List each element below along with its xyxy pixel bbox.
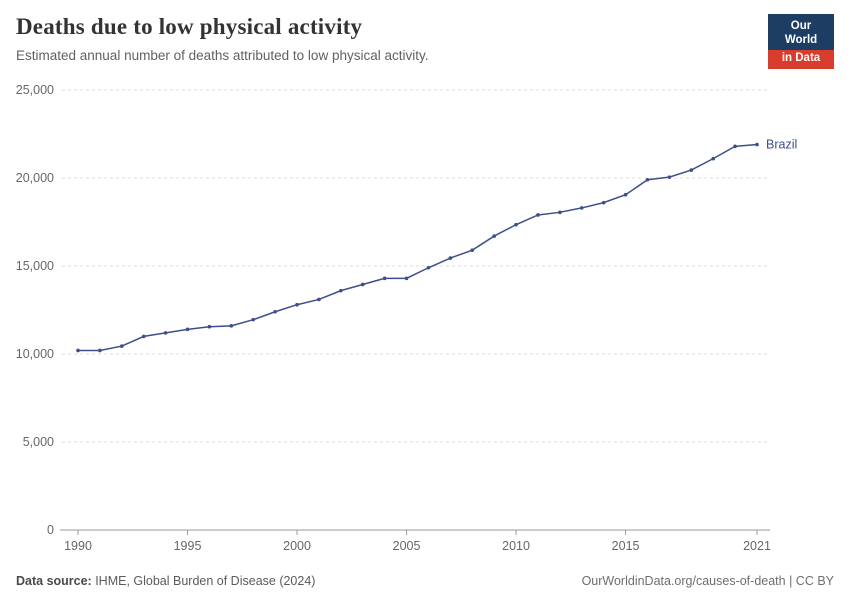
- data-point[interactable]: [623, 192, 628, 197]
- data-point[interactable]: [667, 175, 672, 179]
- data-point[interactable]: [163, 331, 168, 335]
- data-point[interactable]: [317, 297, 321, 302]
- owid-logo[interactable]: Our World in Data: [768, 14, 834, 70]
- data-point[interactable]: [120, 344, 124, 348]
- x-tick-label: 2015: [612, 539, 640, 553]
- data-source: Data source: IHME, Global Burden of Dise…: [16, 574, 315, 588]
- data-point[interactable]: [492, 234, 496, 238]
- data-point[interactable]: [382, 276, 387, 281]
- data-point[interactable]: [185, 327, 190, 332]
- data-point[interactable]: [273, 309, 277, 314]
- data-source-label: Data source:: [16, 574, 92, 588]
- data-point[interactable]: [98, 348, 102, 353]
- y-tick-label: 5,000: [23, 435, 54, 449]
- data-point[interactable]: [360, 282, 365, 287]
- data-point[interactable]: [536, 213, 540, 217]
- chart-area: 0 5,000 10,000 15,000 20,000 25,000 1990 1995 20…: [0, 80, 850, 560]
- data-point[interactable]: [711, 156, 715, 161]
- owid-logo-line2: in Data: [768, 49, 834, 70]
- data-point[interactable]: [251, 317, 256, 322]
- credit-link[interactable]: OurWorldinData.org/causes-of-death | CC …: [581, 574, 834, 588]
- data-point[interactable]: [207, 324, 212, 329]
- data-point[interactable]: [141, 334, 146, 339]
- data-point[interactable]: [76, 348, 80, 353]
- data-point[interactable]: [448, 256, 453, 260]
- data-point[interactable]: [579, 206, 584, 210]
- series-label[interactable]: Brazil: [766, 138, 797, 152]
- y-tick-label: 10,000: [16, 347, 54, 361]
- chart-line[interactable]: [78, 143, 758, 352]
- x-tick-label: 2000: [283, 539, 311, 553]
- page-title: Deaths due to low physical activity: [16, 14, 363, 39]
- data-point[interactable]: [404, 276, 409, 281]
- chart-subtitle: Estimated annual number of deaths attrib…: [16, 48, 429, 63]
- x-tick-label: 2005: [393, 539, 421, 553]
- data-point[interactable]: [470, 248, 475, 252]
- y-tick-label: 15,000: [16, 259, 54, 273]
- x-tick-label: 2010: [502, 539, 530, 553]
- data-point[interactable]: [733, 144, 737, 149]
- data-point[interactable]: [755, 142, 759, 147]
- data-source-text: IHME, Global Burden of Disease (2024): [91, 574, 316, 588]
- data-point[interactable]: [229, 324, 234, 328]
- data-point[interactable]: [426, 265, 431, 270]
- data-point[interactable]: [339, 288, 343, 293]
- data-point[interactable]: [295, 302, 299, 307]
- x-tick-label: 1995: [174, 539, 202, 553]
- data-point[interactable]: [514, 222, 518, 227]
- x-tick-label: 2021: [743, 539, 771, 553]
- x-tick-label: 1990: [64, 539, 92, 553]
- y-tick-label: 25,000: [16, 83, 54, 97]
- line-chart[interactable]: 0 5,000 10,000 15,000 20,000 25,000 1990 1995 20…: [0, 80, 850, 560]
- chart-footer: Data source: IHME, Global Burden of Dise…: [16, 574, 834, 588]
- y-tick-label: 20,000: [16, 171, 54, 185]
- data-point[interactable]: [558, 210, 562, 215]
- data-point[interactable]: [689, 168, 694, 172]
- data-point[interactable]: [601, 200, 606, 205]
- owid-logo-line1: Our World: [784, 20, 818, 47]
- y-tick-label: 0: [47, 523, 54, 537]
- chart-header: Deaths due to low physical activity Esti…: [16, 14, 760, 63]
- data-point[interactable]: [645, 177, 650, 182]
